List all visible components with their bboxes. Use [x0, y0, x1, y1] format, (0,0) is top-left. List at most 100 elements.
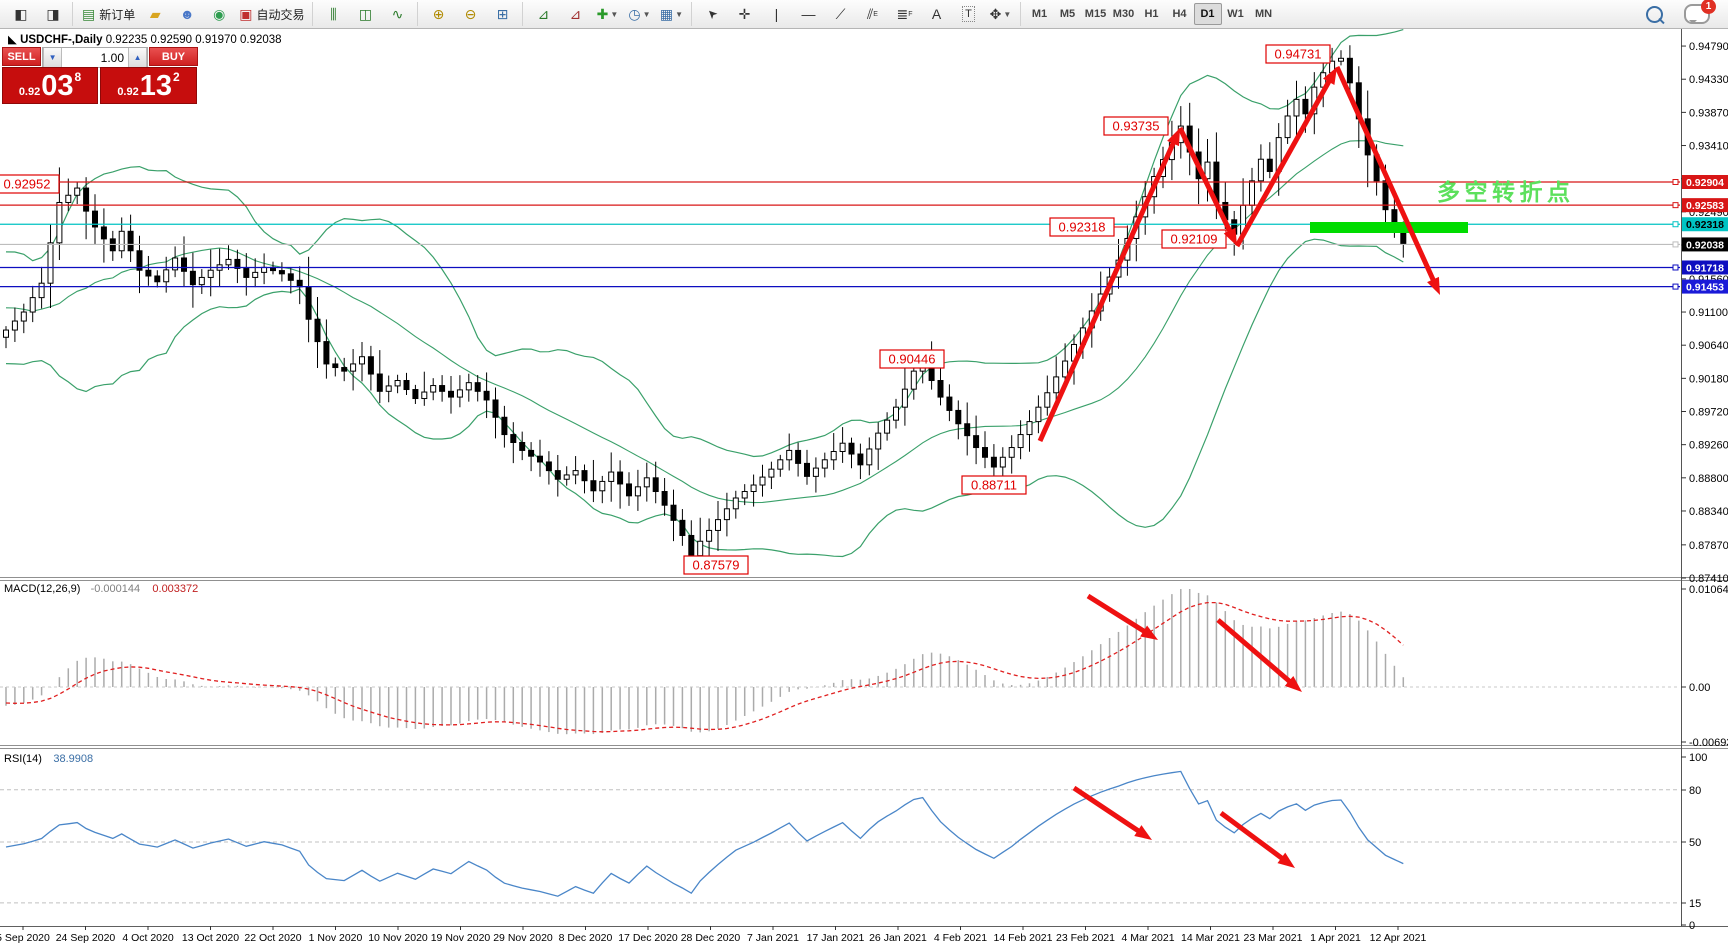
lot-size-field[interactable]: 1.00 [100, 50, 125, 65]
candle-body [56, 201, 63, 244]
new-order-button[interactable]: ▤ 新订单 [78, 2, 139, 26]
tf-m5[interactable]: M5 [1059, 8, 1076, 20]
autotrading-button[interactable]: ▣ 自动交易 [235, 2, 308, 26]
lot-stepper: ▼ 1.00 ▲ [42, 47, 149, 68]
line-anchor-square[interactable] [1672, 179, 1679, 185]
vertical-line-tool[interactable]: | [761, 2, 793, 26]
channel-tool[interactable]: ⫽ E [857, 2, 889, 26]
trend-arrowhead[interactable] [1277, 852, 1295, 868]
tf-m30[interactable]: M30 [1112, 8, 1135, 20]
trend-arrow[interactable] [1177, 126, 1235, 239]
tf-h4[interactable]: H4 [1172, 8, 1187, 20]
line-chart-mode-icon[interactable]: ∿ [382, 2, 414, 26]
price-annotation[interactable]: 0.92318 [1049, 217, 1128, 237]
tf-m1[interactable]: M1 [1031, 8, 1048, 20]
trend-arrow[interactable] [1219, 810, 1289, 865]
arrows-tool[interactable]: ✥ ▼ [985, 2, 1017, 26]
crosshair-tool[interactable]: ✛ [729, 2, 761, 26]
sell-price-box[interactable]: 0.92 03 8 [2, 67, 98, 104]
svg-text:0.88800: 0.88800 [1689, 473, 1728, 485]
zoom-out-icon[interactable]: ⊖ [455, 2, 487, 26]
trend-arrowhead[interactable] [1134, 825, 1152, 840]
trend-arrow[interactable] [1072, 785, 1146, 837]
trend-arrowhead[interactable] [1427, 276, 1440, 295]
candle-body [581, 470, 588, 482]
search-button[interactable] [1638, 2, 1670, 26]
chat-button[interactable]: 1 [1680, 0, 1716, 26]
axis-price-badge: 0.92038 [1682, 237, 1728, 252]
period-clock-button[interactable]: ◷ ▼ [624, 2, 656, 26]
candle-body [821, 459, 828, 469]
trend-arrow[interactable] [1086, 593, 1151, 637]
chart-window-icon[interactable]: ◧ [5, 2, 37, 26]
collapse-icon[interactable]: ◣ [8, 34, 17, 46]
trendline-tool[interactable]: ⟋ [825, 2, 857, 26]
price-annotation[interactable]: 0.88711 [961, 475, 1027, 495]
trend-arrowhead[interactable] [1140, 625, 1158, 640]
price-annotation[interactable]: 0.87579 [683, 555, 749, 575]
line-anchor-square[interactable] [1672, 283, 1679, 290]
candle-body [385, 385, 392, 392]
tf-h1[interactable]: H1 [1144, 8, 1159, 20]
trend-arrowhead[interactable] [1223, 227, 1237, 246]
bollinger-bands[interactable] [5, 29, 1404, 558]
chart-preview-icon[interactable]: ◨ [37, 2, 69, 26]
candle-chart-mode-icon[interactable]: ◫ [350, 2, 382, 26]
candle-body [599, 480, 606, 492]
signals-icon[interactable]: ◉ [203, 2, 235, 26]
chart-template-button[interactable]: ▦ ▼ [656, 2, 688, 26]
line-anchor-square[interactable] [1672, 221, 1679, 228]
turning-point-note[interactable]: 多空转折点 [1437, 179, 1575, 205]
trendline-icon: ⟋ [835, 6, 846, 22]
tf-mn[interactable]: MN [1254, 8, 1273, 20]
trend-arrowhead[interactable] [1323, 67, 1337, 86]
tf-m15[interactable]: M15 [1084, 8, 1107, 20]
trend-arrowhead[interactable] [1284, 676, 1302, 692]
history-icon[interactable]: ▰ [139, 2, 171, 26]
axis-price-badge: 0.92904 [1682, 175, 1728, 189]
toolbar-group-objects: ➤ ✛ | — ⟋ ⫽ E ≣ F A T ✥ ▼ [694, 2, 1021, 26]
line-anchor-square[interactable] [1672, 241, 1679, 248]
sell-button[interactable]: SELL [2, 47, 42, 66]
line-anchor-square[interactable] [1672, 264, 1679, 271]
bar-chart-mode-icon[interactable]: ⫼ [318, 2, 350, 26]
candle-body [670, 504, 677, 521]
candle-body [528, 449, 535, 457]
candle-body [136, 250, 143, 271]
add-indicator-button[interactable]: ✚ ▼ [592, 2, 624, 26]
indicator-list-icon[interactable]: ⊿ [560, 2, 592, 26]
chart-background [0, 28, 1728, 944]
price-annotation[interactable]: 0.94731 [1265, 44, 1331, 64]
zoom-in-icon[interactable]: ⊕ [423, 2, 455, 26]
price-annotation[interactable]: 0.93735 [1103, 116, 1169, 136]
trend-arrow[interactable] [1216, 618, 1297, 688]
lot-increase-button[interactable]: ▲ [128, 48, 148, 67]
tile-windows-icon[interactable]: ⊞ [487, 2, 519, 26]
accounts-icon[interactable]: ☻ [171, 2, 203, 26]
tf-w1[interactable]: W1 [1227, 8, 1244, 20]
tf-d1[interactable]: D1 [1193, 3, 1222, 25]
candle-body [296, 279, 303, 288]
horizontal-line-tool[interactable]: — [793, 2, 825, 26]
candle-body [341, 367, 348, 372]
text-tool[interactable]: A [921, 2, 953, 26]
trend-arrowhead[interactable] [1167, 128, 1180, 147]
line-anchor-square[interactable] [1672, 202, 1679, 209]
trend-arrow[interactable] [1334, 65, 1439, 287]
fibonacci-tool[interactable]: ≣ F [889, 2, 921, 26]
candle-body [65, 194, 72, 203]
text-label-tool[interactable]: T [953, 2, 985, 26]
indicator-window-icon[interactable]: ⊿ [528, 2, 560, 26]
lot-decrease-button[interactable]: ▼ [43, 48, 63, 67]
cursor-tool[interactable]: ➤ [697, 2, 729, 26]
price-annotation[interactable]: 0.92952 [0, 174, 60, 194]
trend-arrow[interactable] [1037, 136, 1179, 443]
price-annotation[interactable]: 0.90446 [879, 349, 945, 369]
buy-button[interactable]: BUY [149, 47, 198, 66]
support-zone-bar[interactable] [1310, 222, 1468, 233]
price-annotation[interactable]: 0.92109 [1161, 229, 1227, 249]
trend-arrows[interactable] [1037, 65, 1440, 868]
buy-price-box[interactable]: 0.92 13 2 [100, 67, 197, 104]
trend-arrow[interactable] [1234, 74, 1335, 248]
